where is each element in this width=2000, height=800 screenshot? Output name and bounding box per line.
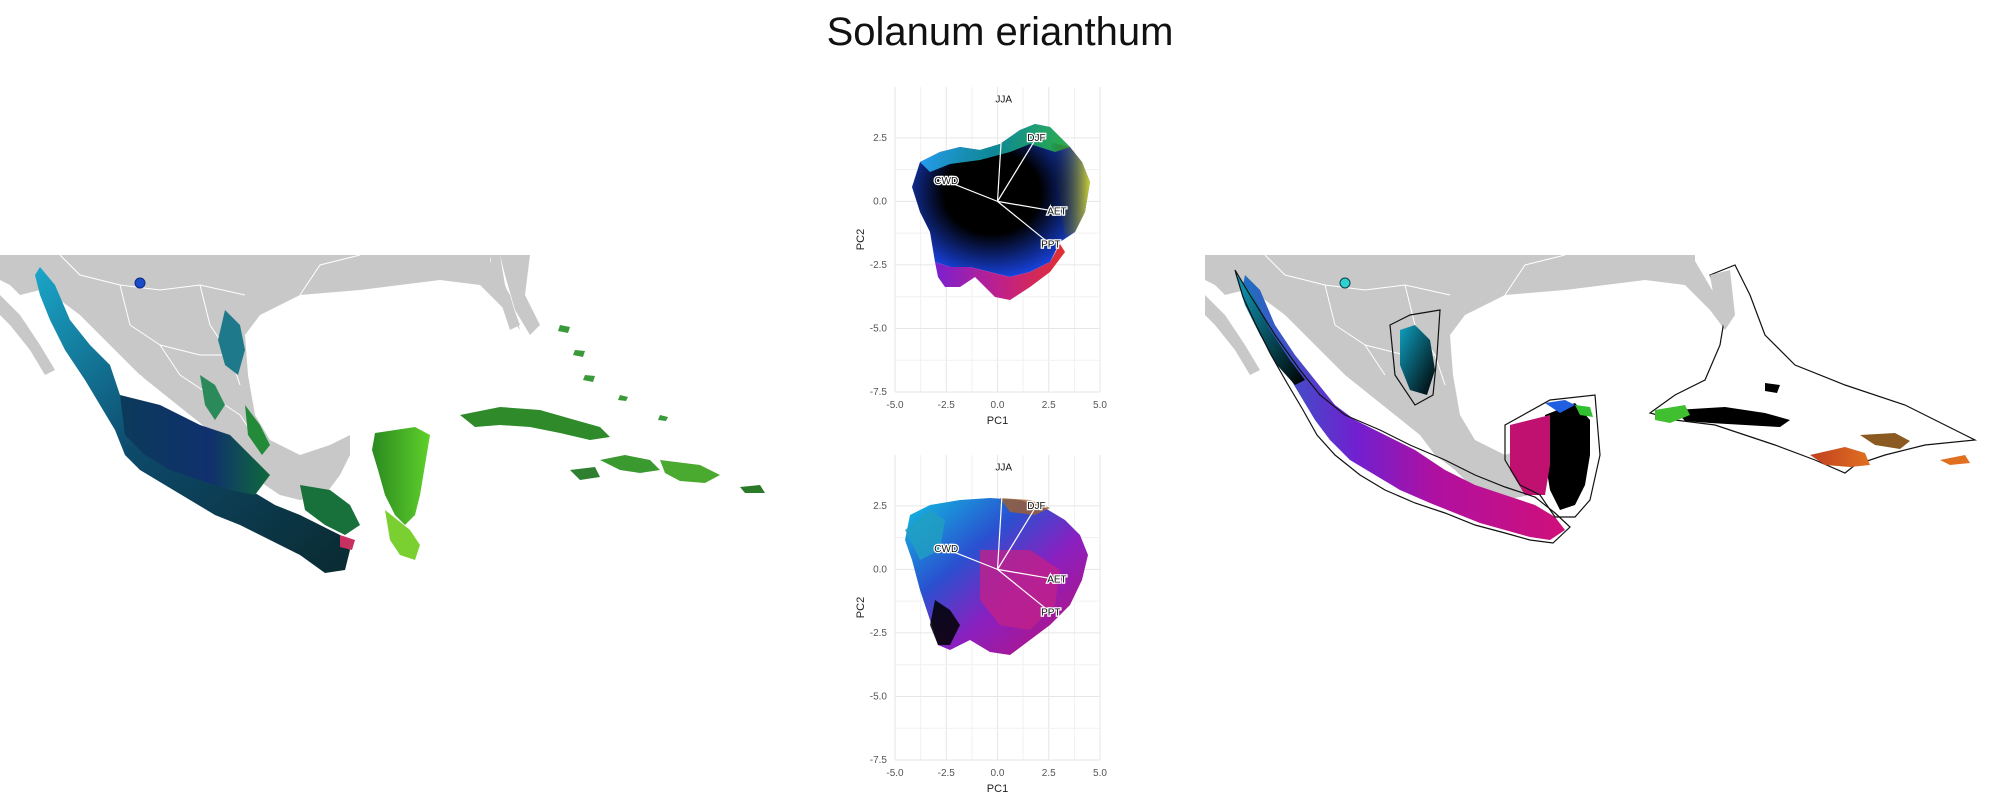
x-tick-label: -5.0 [886,400,904,411]
loading-label-ppt: PPT [1041,240,1060,251]
y-axis-label: PC2 [855,597,867,618]
plot-axes: -5.0 -2.5 0.0 2.5 5.0 -7.5 -5.0 -2.5 0.0 2.5 PC1 PC… [855,501,1107,795]
loading-vector-aet [997,200,1058,213]
loading-label-jja: JJA [995,95,1012,106]
loading-label-aet: AET [1047,207,1066,218]
x-tick-label: 0.0 [991,400,1005,411]
x-tick-label: 2.5 [1042,400,1056,411]
loading-label-jja: JJA [995,463,1012,474]
loading-vector-ppt [997,200,1052,246]
y-tick-label: 2.5 [873,133,887,144]
land-layer [0,255,540,500]
x-tick-label: -2.5 [938,768,956,779]
range-outline [1234,269,1571,544]
range-outline [1504,394,1601,518]
pca-scatter-plot: -5.0 -2.5 0.0 2.5 5.0 -7.5 -5.0 -2.5 0.0 2.5 PC1 PC… [855,455,1107,795]
land-layer [1205,255,1725,500]
y-tick-label: -2.5 [870,260,888,271]
loading-vector-djf [996,505,1037,570]
y-tick-label: -7.5 [870,387,888,398]
range-outline [1389,309,1441,406]
loading-vector-djf [996,137,1037,202]
y-tick-label: 0.0 [873,564,887,575]
loading-vector-aet [997,568,1058,581]
y-tick-label: -5.0 [870,691,888,702]
loading-vectors: JJA DJF CWD AET PPT [933,461,1068,619]
loading-vector-cwd [946,548,998,570]
x-tick-label: -2.5 [938,400,956,411]
occurrence-point [1339,277,1351,289]
distribution-layer [1235,273,1593,540]
left-occurrence-map [0,255,765,573]
loading-label-cwd: CWD [934,544,958,555]
x-axis-label: PC1 [987,783,1008,795]
y-axis-label: PC2 [855,229,867,250]
x-tick-label: 5.0 [1093,400,1107,411]
y-tick-label: -7.5 [870,755,888,766]
pca-density-cloud [912,124,1090,300]
loading-label-djf: DJF [1027,501,1045,512]
caribbean-islands [460,255,765,493]
pca-density-plot: -5.0 -2.5 0.0 2.5 5.0 -7.5 -5.0 -2.5 0.0 2.5 PC1 PC… [855,87,1107,427]
figure-title: Solanum erianthum [826,10,1174,54]
loading-vector-cwd [946,180,998,202]
range-outline [1648,264,1978,474]
loading-vectors: JJA DJF CWD AET PPT [933,93,1068,251]
loading-label-aet: AET [1047,575,1066,586]
y-tick-label: 0.0 [873,196,887,207]
loading-vector-jja [996,467,1005,570]
pca-scatter-cloud [905,498,1088,655]
x-tick-label: 2.5 [1042,768,1056,779]
loading-label-djf: DJF [1027,133,1045,144]
occurrence-point [134,277,146,289]
distribution-layer [35,267,430,573]
x-axis-label: PC1 [987,415,1008,427]
plot-axes: -5.0 -2.5 0.0 2.5 5.0 -7.5 -5.0 -2.5 0.0 2.5 PC1 PC… [855,133,1107,427]
right-niche-map [1205,255,1978,544]
x-tick-label: -5.0 [886,768,904,779]
loading-label-cwd: CWD [934,176,958,187]
y-tick-label: 2.5 [873,501,887,512]
x-tick-label: 0.0 [991,768,1005,779]
y-tick-label: -5.0 [870,323,888,334]
x-tick-label: 5.0 [1093,768,1107,779]
loading-vector-ppt [997,568,1052,614]
loading-label-ppt: PPT [1041,608,1060,619]
y-tick-label: -2.5 [870,628,888,639]
loading-vector-jja [996,99,1005,202]
